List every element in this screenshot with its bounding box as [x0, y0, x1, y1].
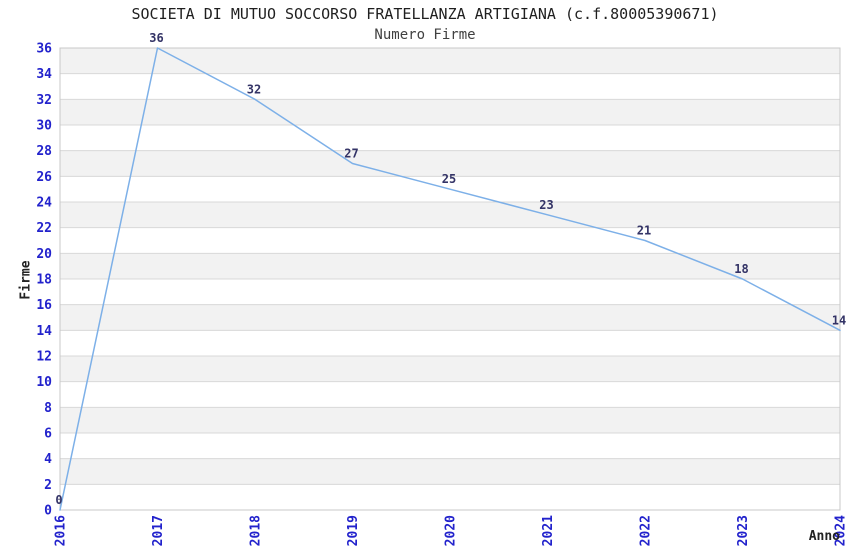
x-tick-label: 2018: [249, 515, 264, 546]
y-tick-label: 26: [36, 170, 52, 185]
grid-band: [60, 330, 840, 356]
x-tick-label: 2024: [834, 515, 849, 546]
x-tick-label: 2019: [346, 515, 361, 546]
grid-band: [60, 381, 840, 408]
data-point-label: 36: [149, 31, 163, 45]
chart-subtitle: Numero Firme: [374, 27, 476, 43]
grid-band: [60, 484, 840, 510]
grid-band: [60, 279, 840, 305]
y-tick-label: 30: [36, 119, 52, 134]
y-tick-label: 0: [44, 504, 52, 519]
data-point-label: 27: [344, 147, 358, 161]
y-tick-label: 32: [36, 93, 52, 108]
x-tick-label: 2022: [639, 515, 654, 546]
y-tick-label: 10: [36, 375, 52, 390]
x-tick-label: 2020: [444, 515, 459, 546]
grid-band: [60, 48, 840, 74]
y-tick-label: 18: [36, 273, 52, 288]
x-tick-label: 2016: [54, 515, 69, 546]
grid-band: [60, 458, 840, 485]
data-point-label: 21: [637, 224, 651, 238]
y-tick-label: 22: [36, 221, 52, 236]
y-tick-label: 34: [36, 67, 52, 82]
grid-band: [60, 99, 840, 125]
y-tick-label: 28: [36, 144, 52, 159]
x-tick-label: 2021: [541, 515, 556, 546]
y-tick-label: 24: [36, 196, 52, 211]
data-point-label: 23: [539, 198, 553, 212]
y-tick-label: 20: [36, 247, 52, 262]
data-point-label: 0: [55, 493, 62, 507]
x-axis-title: Anno: [808, 529, 840, 544]
chart-title: SOCIETA DI MUTUO SOCCORSO FRATELLANZA AR…: [131, 5, 719, 23]
y-tick-label: 6: [44, 427, 52, 442]
x-tick-label: 2017: [151, 515, 166, 546]
y-tick-label: 16: [36, 298, 52, 313]
grid-band: [60, 73, 840, 100]
y-tick-label: 14: [36, 324, 52, 339]
grid-band: [60, 433, 840, 459]
y-tick-label: 2: [44, 478, 52, 493]
x-tick-label: 2023: [736, 515, 751, 546]
grid-band: [60, 202, 840, 228]
y-tick-label: 36: [36, 42, 52, 57]
grid-band: [60, 253, 840, 279]
grid-band: [60, 150, 840, 177]
data-point-label: 14: [832, 313, 846, 327]
data-point-label: 25: [442, 172, 456, 186]
grid-band: [60, 407, 840, 433]
y-tick-label: 12: [36, 350, 52, 365]
grid-band: [60, 227, 840, 254]
grid-band: [60, 356, 840, 382]
data-point-label: 32: [247, 82, 261, 96]
y-tick-label: 8: [44, 401, 52, 416]
data-point-label: 18: [734, 262, 748, 276]
plot-border: [59, 47, 841, 511]
series-line: [59, 47, 841, 511]
grid-band: [60, 125, 840, 151]
y-tick-label: 4: [44, 452, 52, 467]
grid-band: [60, 304, 840, 331]
y-axis-title: Firme: [18, 260, 34, 300]
